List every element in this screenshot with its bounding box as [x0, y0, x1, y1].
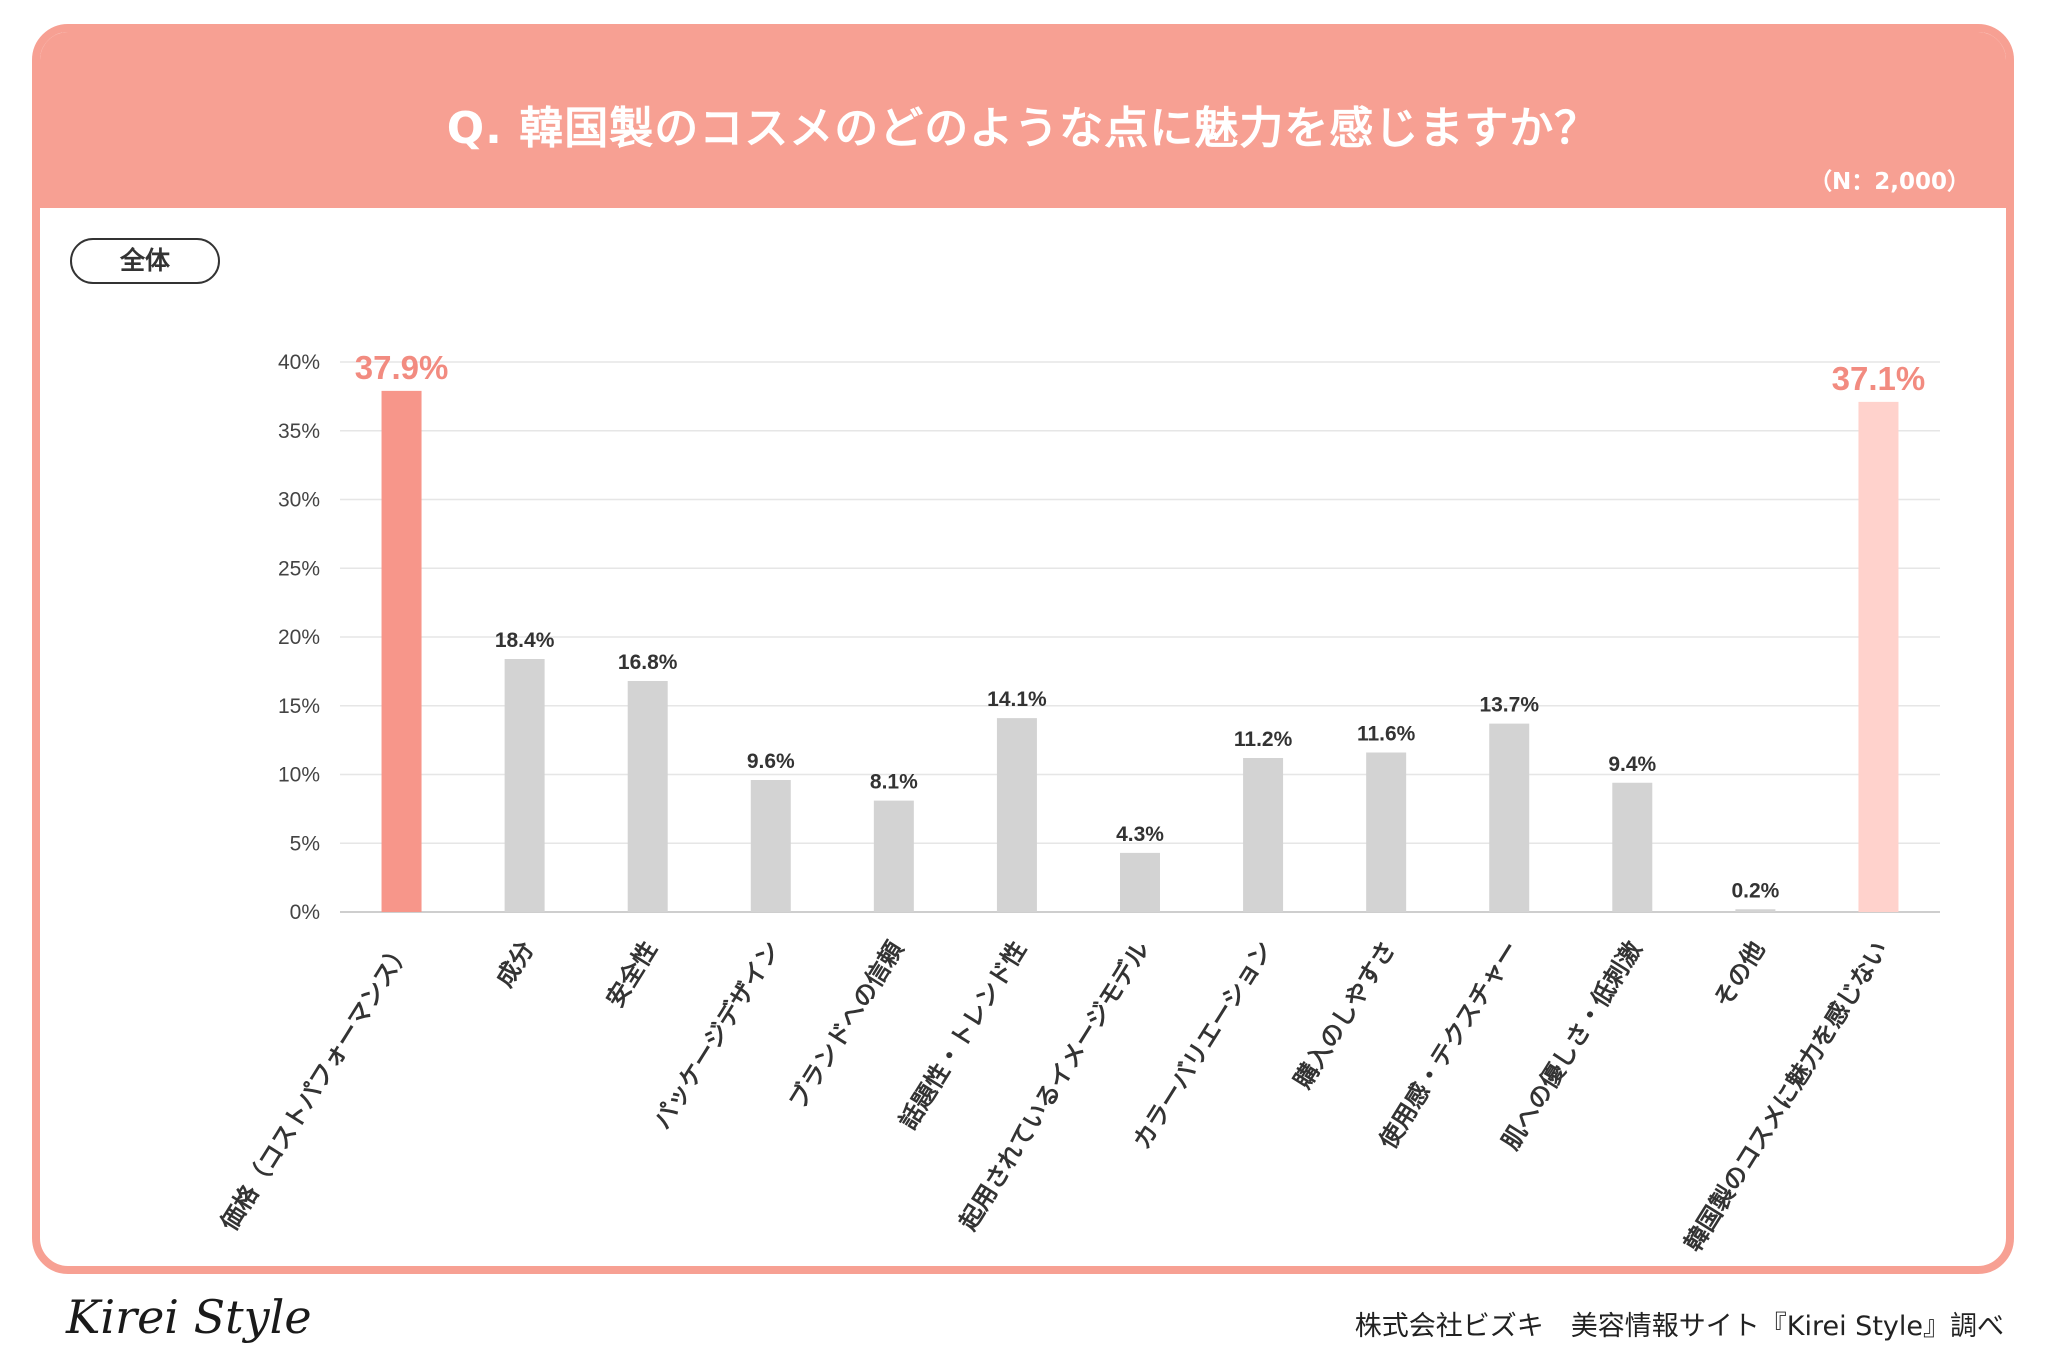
y-tick-label: 25% [278, 557, 320, 580]
x-category-label: カラーバリエーション [1128, 936, 1279, 1154]
x-category-label: ブランドへの信頼 [783, 935, 909, 1114]
data-label: 14.1% [987, 688, 1047, 711]
bar-chart: 0% 5% 10% 15% 20% 25% 30% 35% 40% 37.9% 価格（コストパフォー… [215, 349, 1940, 1256]
data-label: 16.8% [618, 651, 678, 674]
bar [504, 659, 545, 912]
bar [1858, 401, 1899, 912]
y-tick-label: 10% [278, 764, 320, 787]
x-category-label: 価格（コストパフォーマンス） [215, 936, 417, 1236]
data-label: 37.1% [1832, 360, 1926, 397]
bar [996, 718, 1037, 912]
bar [873, 800, 914, 912]
data-label: 37.9% [355, 349, 449, 386]
bar [1735, 909, 1776, 912]
y-tick-label: 5% [290, 832, 320, 855]
data-label: 8.1% [870, 771, 918, 794]
data-label: 9.4% [1608, 753, 1656, 776]
data-label: 0.2% [1731, 879, 1779, 902]
y-tick-label: 40% [278, 351, 320, 374]
x-category-label: 使用感・テクスチャー [1373, 936, 1524, 1154]
bar [1243, 758, 1284, 912]
x-category-label: 購入のしやすさ [1289, 936, 1402, 1093]
data-label: 11.2% [1234, 728, 1293, 751]
data-label: 9.6% [747, 750, 795, 773]
bar [1612, 782, 1653, 912]
y-tick-label: 0% [290, 901, 320, 924]
x-category-label: 肌への優しさ・低刺激 [1496, 936, 1647, 1154]
x-category-label: 成分 [491, 936, 540, 992]
data-label: 4.3% [1116, 823, 1164, 846]
sample-size: （N：2,000） [1809, 169, 1970, 195]
x-category-label: 話題性・トレンド性 [894, 936, 1032, 1134]
data-label: 11.6% [1357, 723, 1416, 746]
data-label: 13.7% [1479, 694, 1539, 717]
segment-pill: 全体 [70, 238, 220, 284]
x-category-label: 韓国製のコスメに魅力を感じない [1679, 936, 1894, 1256]
card-header: Q. 韓国製のコスメのどのような点に魅力を感じますか？ （N：2,000） [40, 32, 2006, 208]
y-tick-label: 20% [278, 626, 320, 649]
y-tick-label: 30% [278, 489, 320, 512]
bar [1366, 752, 1407, 912]
bar [381, 390, 422, 912]
y-tick-label: 15% [278, 695, 320, 718]
chart-title: Q. 韓国製のコスメのどのような点に魅力を感じますか？ [446, 103, 1600, 154]
x-category-label: パッケージデザイン [648, 936, 786, 1134]
chart-card: Q. 韓国製のコスメのどのような点に魅力を感じますか？ （N：2,000） 全体 [32, 24, 2014, 1274]
data-label: 18.4% [495, 629, 555, 652]
survey-credit: 株式会社ビズキ 美容情報サイト『Kirei Style』調べ [1354, 1311, 2004, 1342]
kirei-style-logo: Kirei Style [66, 1290, 312, 1344]
x-category-label: 安全性 [601, 936, 663, 1012]
bar [1489, 723, 1530, 912]
y-tick-label: 35% [278, 420, 320, 443]
bar [627, 681, 668, 912]
bar [750, 780, 791, 912]
x-category-label: その他 [1709, 936, 1771, 1012]
bar [1120, 852, 1160, 912]
